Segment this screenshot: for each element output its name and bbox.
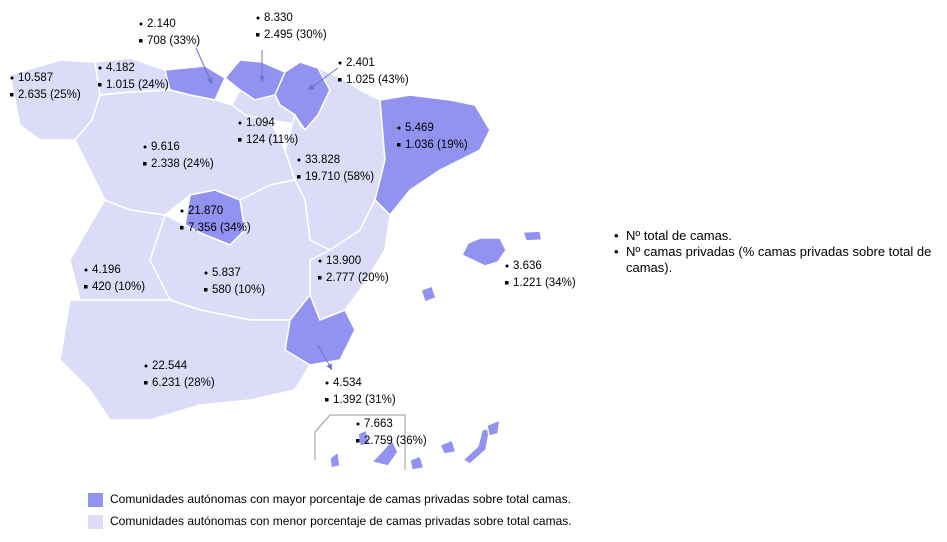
- private-beds: 2.635 (25%): [18, 89, 81, 101]
- bullet: [356, 439, 360, 443]
- total-beds: 33.828: [305, 154, 340, 166]
- bullet: [143, 162, 147, 166]
- bullet: [98, 83, 102, 87]
- total-beds: 21.870: [188, 205, 223, 217]
- total-beds: 4.196: [92, 264, 121, 276]
- private-beds: 2.338 (24%): [151, 158, 214, 170]
- bullet: [139, 39, 143, 43]
- bullet: [98, 66, 102, 70]
- region: [329, 450, 341, 469]
- total-beds: 2.140: [147, 18, 176, 30]
- bullet: [84, 268, 88, 272]
- legend-swatch: [88, 493, 103, 507]
- bullet: [318, 259, 322, 263]
- region: [59, 299, 312, 421]
- bullet: [139, 22, 143, 26]
- bullet: [325, 398, 329, 402]
- bullet: [256, 16, 260, 20]
- key-text: Nº total de camas.: [626, 228, 732, 243]
- bullet: •: [614, 244, 619, 259]
- private-beds: 1.015 (24%): [106, 79, 169, 91]
- legend-label: Comunidades autónomas con menor porcenta…: [110, 514, 572, 528]
- private-beds: 7.356 (34%): [188, 222, 251, 234]
- private-beds: 1.025 (43%): [346, 74, 409, 86]
- bullet: [238, 138, 242, 142]
- region: [486, 418, 501, 437]
- bullet: [143, 145, 147, 149]
- bullet: [204, 271, 208, 275]
- bullet: [84, 285, 88, 289]
- bullet: [144, 364, 148, 368]
- private-beds: 124 (11%): [246, 134, 298, 146]
- bullet: [318, 276, 322, 280]
- bullet: [180, 209, 184, 213]
- bullet: [180, 226, 184, 230]
- legend-label: Comunidades autónomas con mayor porcenta…: [110, 492, 571, 506]
- bullet: [397, 126, 401, 130]
- private-beds: 2.759 (36%): [364, 435, 427, 447]
- total-beds: 3.636: [513, 260, 542, 272]
- total-beds: 22.544: [152, 360, 188, 372]
- region: [460, 237, 507, 267]
- decor: [195, 47, 406, 470]
- legend-swatch: [88, 515, 103, 529]
- total-beds: 5.837: [212, 267, 241, 279]
- private-beds: 1.221 (34%): [513, 277, 576, 289]
- key-item: • Nº camas privadas (% camas privadas sob…: [614, 244, 947, 276]
- private-beds: 2.495 (30%): [264, 29, 327, 41]
- bullet: [356, 422, 360, 426]
- total-beds: 9.616: [151, 141, 180, 153]
- bullet: [256, 33, 260, 37]
- total-beds: 4.182: [106, 62, 135, 74]
- region: [374, 94, 491, 217]
- bullet: [10, 76, 14, 80]
- total-beds: 13.900: [326, 255, 361, 267]
- total-beds: 7.663: [364, 418, 393, 430]
- region: [439, 438, 457, 455]
- private-beds: 6.231 (28%): [152, 377, 215, 389]
- bullet: [238, 121, 242, 125]
- region: [521, 230, 543, 242]
- bullet: [505, 264, 509, 268]
- bullet: [204, 288, 208, 292]
- private-beds: 580 (10%): [212, 284, 265, 296]
- bullet: [144, 381, 148, 385]
- bullet: [297, 158, 301, 162]
- private-beds: 1.036 (19%): [405, 139, 468, 151]
- region: [409, 455, 425, 471]
- bullet: [325, 381, 329, 385]
- total-beds: 2.401: [346, 57, 375, 69]
- private-beds: 708 (33%): [147, 35, 200, 47]
- total-beds: 5.469: [405, 122, 434, 134]
- total-beds: 1.094: [246, 117, 275, 129]
- bullet: [397, 143, 401, 147]
- region: [370, 438, 399, 467]
- bullet: [338, 78, 342, 82]
- total-beds: 10.587: [18, 72, 53, 84]
- total-beds: 8.330: [264, 12, 293, 24]
- private-beds: 2.777 (20%): [326, 272, 389, 284]
- key-text: Nº camas privadas (% camas privadas sobr…: [626, 244, 932, 275]
- private-beds: 1.392 (31%): [333, 394, 396, 406]
- key-item: • Nº total de camas.: [614, 228, 947, 244]
- bullet: [338, 61, 342, 65]
- total-beds: 4.534: [333, 377, 362, 389]
- private-beds: 420 (10%): [92, 281, 145, 293]
- bullet: [10, 93, 14, 97]
- region: [420, 285, 437, 303]
- bullet: •: [614, 228, 619, 243]
- bullet: [297, 175, 301, 179]
- region: [461, 426, 491, 465]
- bullet: [505, 281, 509, 285]
- private-beds: 19.710 (58%): [305, 171, 374, 183]
- key: • Nº total de camas. • Nº camas privadas (%…: [614, 228, 947, 276]
